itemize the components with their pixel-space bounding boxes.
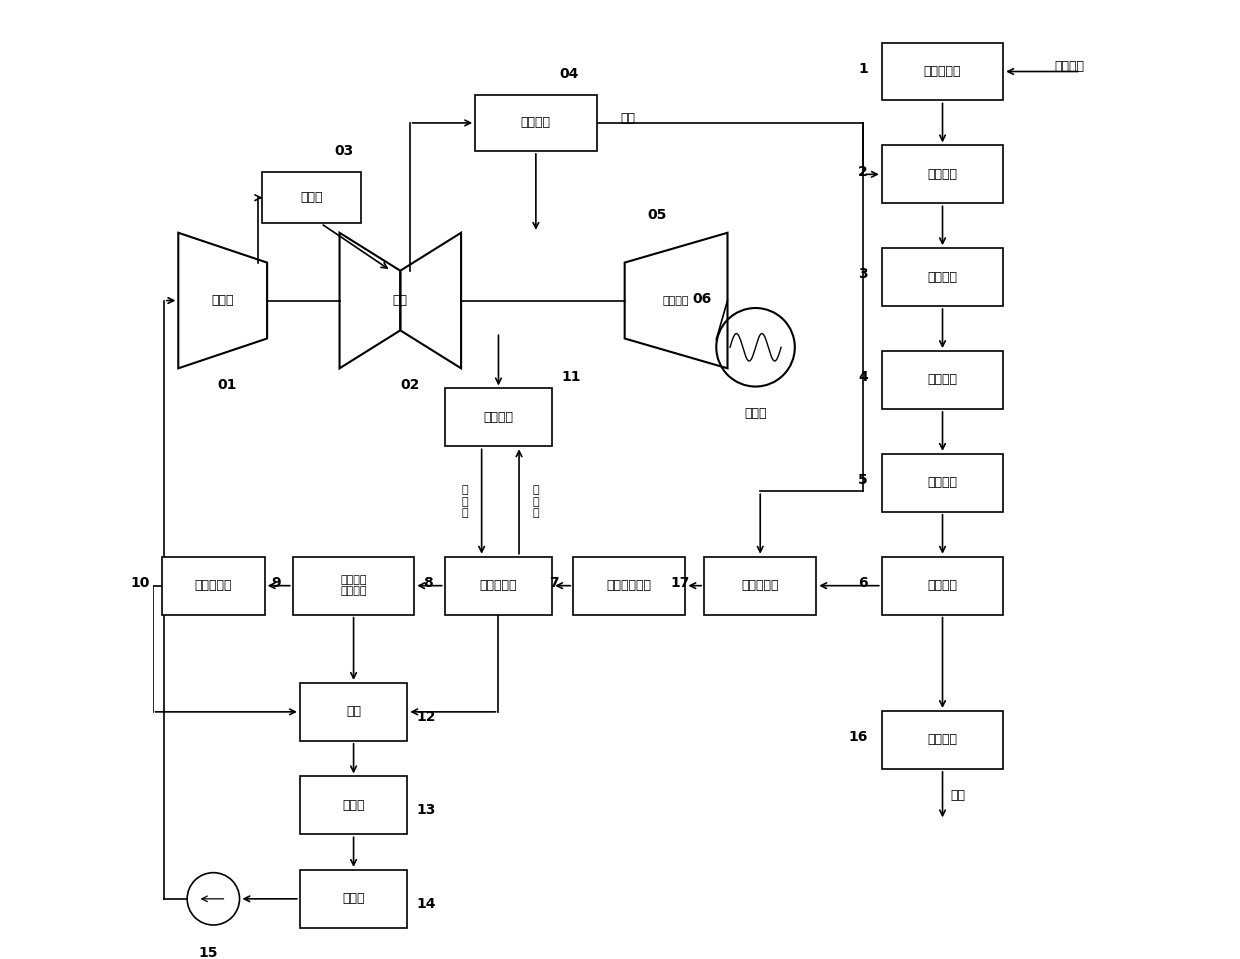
Bar (263, 172, 361, 223)
Text: 15: 15 (198, 946, 218, 959)
Bar (300, 683, 407, 741)
Bar (882, 711, 1003, 769)
Text: 自清洁过滤器: 自清洁过滤器 (606, 579, 652, 592)
Text: 燃烧室: 燃烧室 (300, 191, 322, 204)
Text: 发电机: 发电机 (744, 408, 766, 420)
Text: 风雨防护罩: 风雨防护罩 (924, 65, 961, 78)
Text: 4: 4 (858, 370, 868, 385)
Text: 03: 03 (335, 144, 355, 158)
Text: 3: 3 (858, 268, 868, 281)
Text: 预过滤器: 预过滤器 (928, 373, 957, 386)
Text: 01: 01 (218, 378, 237, 392)
Bar (300, 870, 407, 927)
Text: 冷
却
水: 冷 却 水 (461, 485, 469, 518)
Text: 烟气过滤器: 烟气过滤器 (742, 579, 779, 592)
Text: 防昆虫网: 防昆虫网 (928, 168, 957, 181)
Bar (162, 556, 265, 615)
Text: 蒸发冷却
清洗装置: 蒸发冷却 清洗装置 (340, 574, 367, 596)
Bar (445, 556, 552, 615)
Text: 6: 6 (858, 575, 868, 590)
Text: 04: 04 (559, 67, 579, 82)
Text: 7: 7 (549, 575, 559, 590)
Bar (704, 556, 816, 615)
Text: 再生风机: 再生风机 (928, 734, 957, 746)
Bar (882, 454, 1003, 512)
Bar (882, 146, 1003, 203)
Text: 10: 10 (130, 575, 150, 590)
Text: 排气: 排气 (950, 788, 965, 802)
Text: 处理风机: 处理风机 (928, 477, 957, 489)
Text: 气水换热器: 气水换热器 (480, 579, 517, 592)
Bar (293, 556, 414, 615)
Text: 水滴过滤器: 水滴过滤器 (195, 579, 232, 592)
Text: 烟气: 烟气 (620, 112, 635, 125)
Text: 8: 8 (423, 575, 433, 590)
Text: 16: 16 (848, 730, 868, 744)
Bar (475, 95, 596, 151)
Text: 13: 13 (417, 803, 436, 817)
Text: 17: 17 (671, 575, 691, 590)
Bar (445, 388, 552, 446)
Text: 9: 9 (272, 575, 280, 590)
Text: 06: 06 (692, 292, 712, 306)
Text: 2: 2 (858, 165, 868, 178)
Bar (882, 351, 1003, 409)
Text: 11: 11 (562, 370, 582, 385)
Text: 沉淀池: 沉淀池 (342, 799, 365, 812)
Text: 冷却水塔: 冷却水塔 (484, 410, 513, 424)
Bar (882, 42, 1003, 101)
Text: 大气空气: 大气空气 (1054, 60, 1085, 73)
Text: 防冰装置: 防冰装置 (928, 270, 957, 284)
Text: 除尘转轮: 除尘转轮 (928, 579, 957, 592)
Text: 12: 12 (417, 710, 436, 723)
Text: 压气机: 压气机 (212, 294, 234, 307)
Text: 中和池: 中和池 (342, 892, 365, 905)
Text: 水箱: 水箱 (346, 706, 361, 718)
Bar (300, 777, 407, 834)
Text: 透平: 透平 (393, 294, 408, 307)
Text: 1: 1 (858, 61, 868, 76)
Text: 余热锅炉: 余热锅炉 (521, 116, 551, 129)
Bar (573, 556, 686, 615)
Bar (882, 248, 1003, 306)
Bar (882, 556, 1003, 615)
Text: 5: 5 (858, 473, 868, 487)
Text: 14: 14 (417, 897, 436, 910)
Text: 燃汽轮机: 燃汽轮机 (663, 295, 689, 306)
Text: 05: 05 (647, 208, 667, 222)
Text: 冷
却
水: 冷 却 水 (532, 485, 539, 518)
Text: 02: 02 (401, 378, 419, 392)
